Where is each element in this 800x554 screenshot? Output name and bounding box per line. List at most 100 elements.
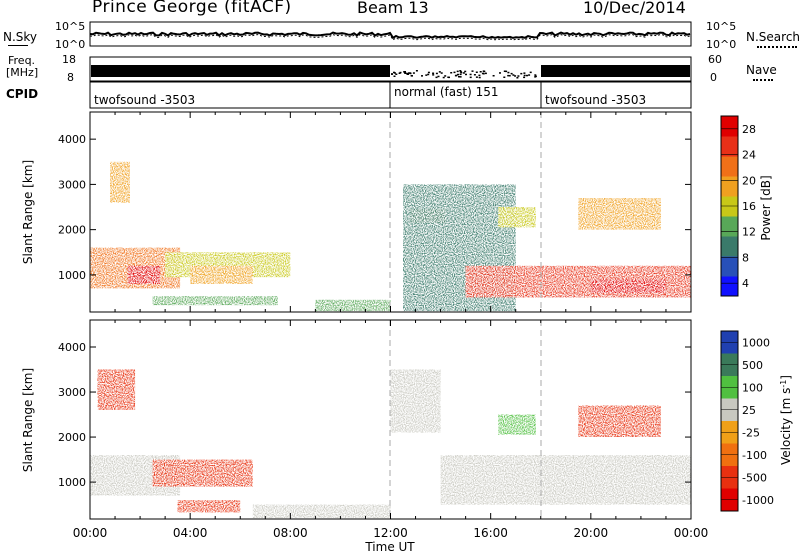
power-colorbar-label: 12 <box>742 226 756 239</box>
freq-axis-top: 18 <box>62 53 76 66</box>
beam-label: Beam 13 <box>357 0 429 17</box>
station-title: Prince George (fitACF) <box>92 0 292 17</box>
velocity-range-ticks: 1000 2000 3000 4000 <box>58 341 691 489</box>
power-colorbar-label: 20 <box>742 174 756 187</box>
freq-point <box>512 74 515 76</box>
freq-point <box>475 76 478 78</box>
echo-region <box>498 207 536 228</box>
freq-point <box>529 71 532 74</box>
echo-region <box>315 299 391 312</box>
noise-axis-top-left: 10^5 <box>55 20 85 33</box>
noise-sky-trace <box>89 31 691 40</box>
power-range-ticks: 1000 2000 3000 4000 <box>58 133 691 282</box>
cpid-segment-1: twofsound -3503 <box>94 93 195 107</box>
cpid-label: CPID <box>6 87 39 101</box>
freq-point <box>479 71 482 73</box>
freq-point <box>503 70 506 72</box>
freq-point <box>399 71 402 74</box>
noise-search-label: N.Search <box>746 30 800 44</box>
freq-point <box>393 75 396 77</box>
power-colorbar-bin <box>721 216 738 237</box>
freq-point <box>391 73 393 75</box>
freq-point <box>523 74 526 77</box>
freq-point <box>453 71 456 74</box>
power-colorbar-bin <box>721 256 738 277</box>
power-colorbar-bin <box>721 236 738 257</box>
freq-point <box>475 71 478 73</box>
range-tick-label: 1000 <box>58 269 86 282</box>
freq-point <box>437 75 440 78</box>
echo-region <box>578 198 661 230</box>
power-colorbar <box>721 116 738 297</box>
velocity-colorbar-label: -25 <box>742 426 760 439</box>
velocity-colorbar <box>721 331 738 512</box>
velocity-colorbar-label: Velocity [m s-1] <box>779 375 794 465</box>
freq-point <box>514 75 517 77</box>
freq-point <box>523 76 526 79</box>
freq-point <box>456 70 459 73</box>
freq-point <box>450 72 453 74</box>
time-tick-label: 20:00 <box>574 526 609 540</box>
freq-point <box>482 73 485 75</box>
freq-point <box>438 71 441 73</box>
freq-point <box>457 73 459 76</box>
freq-point <box>407 72 410 74</box>
velocity-colorbar-label: -500 <box>742 471 767 484</box>
freq-panel-frame <box>89 56 692 82</box>
freq-point <box>517 75 520 77</box>
freq-point <box>526 74 528 77</box>
time-tick-label: 08:00 <box>273 526 308 540</box>
freq-axis-bottom: 8 <box>67 71 74 84</box>
power-colorbar-bin <box>721 156 738 177</box>
echo-region <box>177 500 241 513</box>
time-tick-label: 04:00 <box>173 526 208 540</box>
freq-point <box>469 76 472 79</box>
range-tick-label: 2000 <box>58 431 86 444</box>
freq-point <box>459 76 462 78</box>
freq-point <box>435 72 438 75</box>
freq-point <box>508 75 511 77</box>
freq-point <box>403 71 406 73</box>
freq-point <box>442 76 445 79</box>
freq-point <box>465 73 467 76</box>
freq-point <box>464 70 467 73</box>
power-colorbar-label: 24 <box>742 149 756 162</box>
freq-band-1 <box>91 65 390 77</box>
power-colorbar-bin <box>721 176 738 197</box>
freq-point <box>421 75 423 77</box>
power-colorbar-bin <box>721 116 738 137</box>
frequency-label: Freq. <box>8 54 36 67</box>
noise-axis-bottom-left: 10^0 <box>55 38 85 51</box>
power-colorbar-bin <box>721 136 738 157</box>
freq-point <box>534 75 537 78</box>
freq-point <box>435 76 438 79</box>
freq-point <box>459 70 462 72</box>
power-colorbar-ticks: 4 8 12 16 20 24 28 <box>721 123 756 290</box>
cpid-segment-2: normal (fast) 151 <box>394 85 498 99</box>
freq-point <box>425 74 428 76</box>
range-tick-label: 4000 <box>58 133 86 146</box>
echo-region <box>498 414 536 435</box>
freq-point <box>459 73 462 76</box>
freq-point <box>458 76 460 78</box>
velocity-colorbar-frame <box>720 330 739 512</box>
echo-region <box>390 369 441 433</box>
power-colorbar-label: 8 <box>742 251 749 264</box>
velocity-colorbar-label: -100 <box>742 449 767 462</box>
power-range-label: Slant Range [km] <box>21 160 35 264</box>
nave-label: Nave <box>746 63 777 77</box>
power-colorbar-label: Power [dB] <box>759 175 773 240</box>
freq-point <box>427 71 430 74</box>
freq-point <box>510 72 513 75</box>
echo-region <box>190 265 253 284</box>
freq-point <box>471 70 474 72</box>
freq-point <box>454 74 457 77</box>
range-tick-label: 2000 <box>58 224 86 237</box>
nave-axis-bottom: 0 <box>710 71 717 84</box>
freq-point <box>469 73 472 76</box>
velocity-echo-layer <box>90 369 691 519</box>
freq-point <box>432 74 435 76</box>
freq-point <box>528 74 531 76</box>
cpid-segment-3: twofsound -3503 <box>545 93 646 107</box>
range-tick-label: 1000 <box>58 476 86 489</box>
